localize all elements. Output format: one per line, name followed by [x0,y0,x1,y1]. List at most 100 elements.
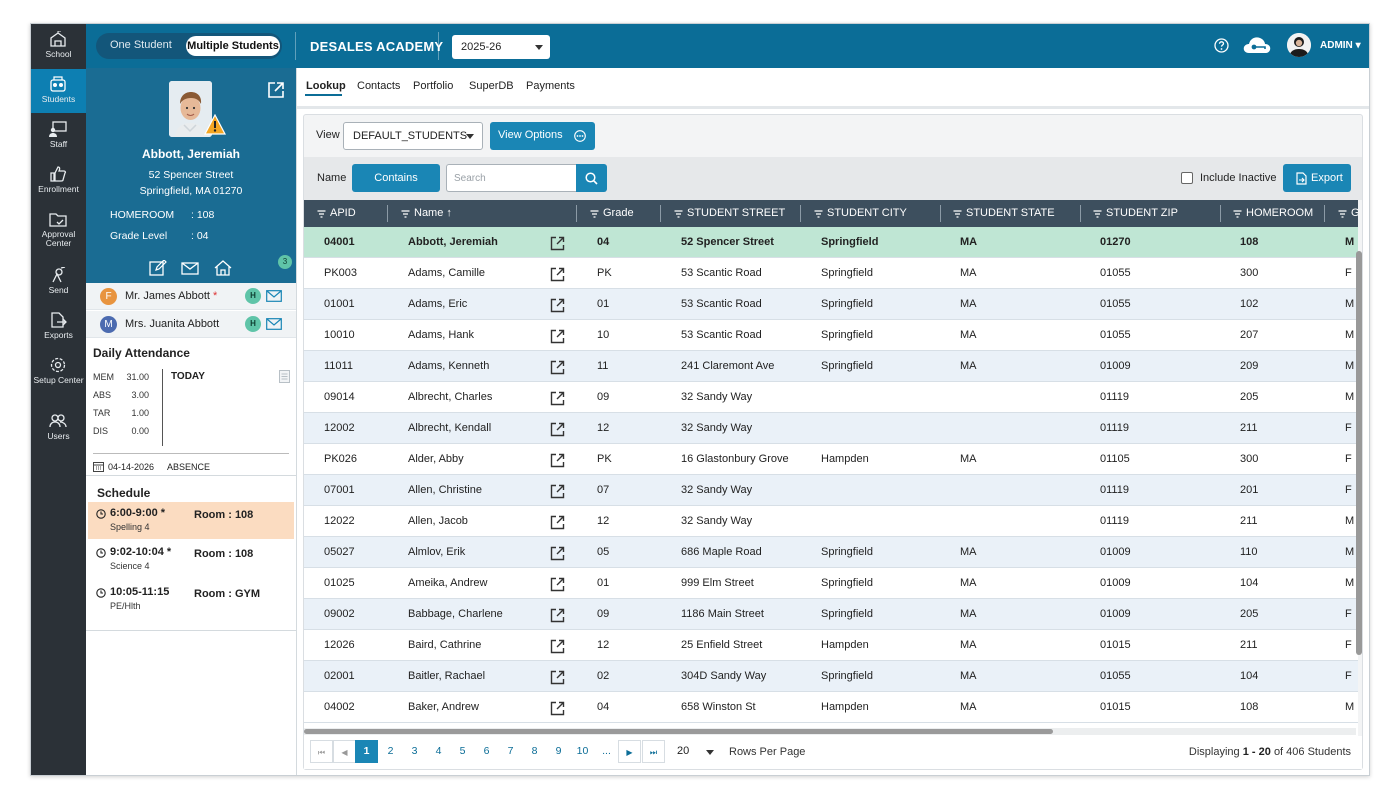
household-icon[interactable] [214,260,232,276]
column-divider[interactable] [1324,205,1325,222]
column-divider[interactable] [940,205,941,222]
tab-lookup[interactable]: Lookup [306,80,346,92]
filter-icon[interactable] [1233,210,1242,218]
help-icon[interactable] [1214,38,1229,53]
open-external-icon[interactable] [550,639,565,654]
email-icon[interactable] [266,290,282,302]
rail-item-staff[interactable]: Staff [31,114,86,158]
tab-contacts[interactable]: Contacts [357,80,401,92]
page-link[interactable]: 3 [411,745,418,757]
contact-name[interactable]: Mrs. Juanita Abbott [125,318,219,330]
admin-menu[interactable]: ADMIN ▾ [1320,40,1361,51]
view-select[interactable]: DEFAULT_STUDENTS [343,122,483,150]
table-row[interactable]: PK003 Adams, Camille PK 53 Scantic Road Spri… [304,258,1358,289]
rail-item-approval-center[interactable]: Approval Center [31,204,86,256]
contact-row[interactable]: M Mrs. Juanita Abbott H [86,311,296,338]
open-external-icon[interactable] [550,670,565,685]
table-row[interactable]: 02001 Baitler, Rachael 02 304D Sandy Way Spr… [304,661,1358,692]
open-external-icon[interactable] [550,453,565,468]
vertical-scrollbar[interactable] [1356,251,1362,655]
search-button[interactable] [576,164,607,192]
rail-item-school[interactable]: School [31,24,86,68]
document-icon[interactable] [279,370,290,383]
cloud-key-icon[interactable] [1242,35,1272,55]
open-external-icon[interactable] [550,515,565,530]
table-row[interactable]: 12022 Allen, Jacob 12 32 Sandy Way 01119 211 M [304,506,1358,537]
warning-icon[interactable] [204,114,226,136]
page-link[interactable]: 5 [459,745,466,757]
edit-icon[interactable] [149,260,167,276]
rail-item-enrollment[interactable]: Enrollment [31,159,86,203]
open-external-icon[interactable] [550,608,565,623]
view-options-button[interactable]: View Options [490,122,595,150]
open-external-icon[interactable] [550,391,565,406]
schedule-item[interactable]: 6:00-9:00 * Spelling 4 Room : 108 [88,502,294,539]
admin-avatar[interactable] [1287,33,1311,57]
table-row[interactable]: 01025 Ameika, Andrew 01 999 Elm Street Sprin… [304,568,1358,599]
tab-superdb[interactable]: SuperDB [469,80,514,92]
column-divider[interactable] [1080,205,1081,222]
open-external-icon[interactable] [550,329,565,344]
column-divider[interactable] [800,205,801,222]
page-link[interactable]: 8 [531,745,538,757]
table-row[interactable]: PK026 Alder, Abby PK 16 Glastonbury Grove Ha… [304,444,1358,475]
rail-item-exports[interactable]: Exports [31,305,86,349]
include-inactive-label[interactable]: Include Inactive [1200,172,1277,184]
page-link[interactable]: 9 [555,745,562,757]
multiple-students-option[interactable]: Multiple Students [186,36,280,56]
tab-payments[interactable]: Payments [526,80,575,92]
column-divider[interactable] [387,205,388,222]
rail-item-users[interactable]: Users [31,406,86,450]
table-row[interactable]: 09002 Babbage, Charlene 09 1186 Main Street… [304,599,1358,630]
table-row[interactable]: 10010 Adams, Hank 10 53 Scantic Road Springf… [304,320,1358,351]
horizontal-scrollbar[interactable] [304,729,1053,734]
filter-icon[interactable] [1338,210,1347,218]
page-link[interactable]: 6 [483,745,490,757]
table-row[interactable]: 07001 Allen, Christine 07 32 Sandy Way 01119… [304,475,1358,506]
rail-item-setup-center[interactable]: Setup Center [31,350,86,402]
table-row[interactable]: 12002 Albrecht, Kendall 12 32 Sandy Way 0111… [304,413,1358,444]
table-row[interactable]: 12026 Baird, Cathrine 12 25 Enfield Street H… [304,630,1358,661]
contact-name[interactable]: Mr. James Abbott * [125,290,217,302]
filter-icon[interactable] [953,210,962,218]
contact-row[interactable]: F Mr. James Abbott * H [86,283,296,310]
open-external-icon[interactable] [550,236,565,251]
email-icon[interactable] [181,260,199,276]
page-link[interactable]: 7 [507,745,514,757]
export-button[interactable]: Export [1283,164,1351,192]
page-link[interactable]: 10 [576,745,589,757]
filter-icon[interactable] [1093,210,1102,218]
open-external-icon[interactable] [550,484,565,499]
page-ellipsis[interactable]: ... [602,745,611,757]
schedule-item[interactable]: 10:05-11:15 PE/Hlth Room : GYM [88,581,294,618]
page-link[interactable]: 2 [387,745,394,757]
table-row[interactable]: 05027 Almlov, Erik 05 686 Maple Road Springf… [304,537,1358,568]
table-row[interactable]: 04001 Abbott, Jeremiah 04 52 Spencer Street… [304,227,1358,258]
next-page-button[interactable]: ▶ [618,740,641,763]
open-external-icon[interactable] [550,577,565,592]
column-divider[interactable] [1220,205,1221,222]
search-input[interactable] [446,164,576,192]
filter-icon[interactable] [401,210,410,218]
table-row[interactable]: 11011 Adams, Kenneth 11 241 Claremont Ave Sp… [304,351,1358,382]
filter-icon[interactable] [317,210,326,218]
open-external-icon[interactable] [550,546,565,561]
rail-item-send[interactable]: Send [31,260,86,304]
previous-page-button[interactable]: ◀ [333,740,356,763]
email-icon[interactable] [266,318,282,330]
open-external-icon[interactable] [267,81,285,99]
table-row[interactable]: 01001 Adams, Eric 01 53 Scantic Road Springf… [304,289,1358,320]
include-inactive-checkbox[interactable] [1181,172,1193,184]
table-row[interactable]: 04002 Baker, Andrew 04 658 Winston St Hampde… [304,692,1358,723]
column-divider[interactable] [576,205,577,222]
page-link[interactable]: 1 [355,740,378,763]
open-external-icon[interactable] [550,701,565,716]
page-link[interactable]: 4 [435,745,442,757]
schedule-item[interactable]: 9:02-10:04 * Science 4 Room : 108 [88,541,294,578]
filter-icon[interactable] [814,210,823,218]
tab-portfolio[interactable]: Portfolio [413,80,454,92]
open-external-icon[interactable] [550,267,565,282]
one-student-option[interactable]: One Student [110,39,172,51]
student-mode-toggle[interactable]: One Student Multiple Students [96,33,282,59]
filter-icon[interactable] [590,210,599,218]
